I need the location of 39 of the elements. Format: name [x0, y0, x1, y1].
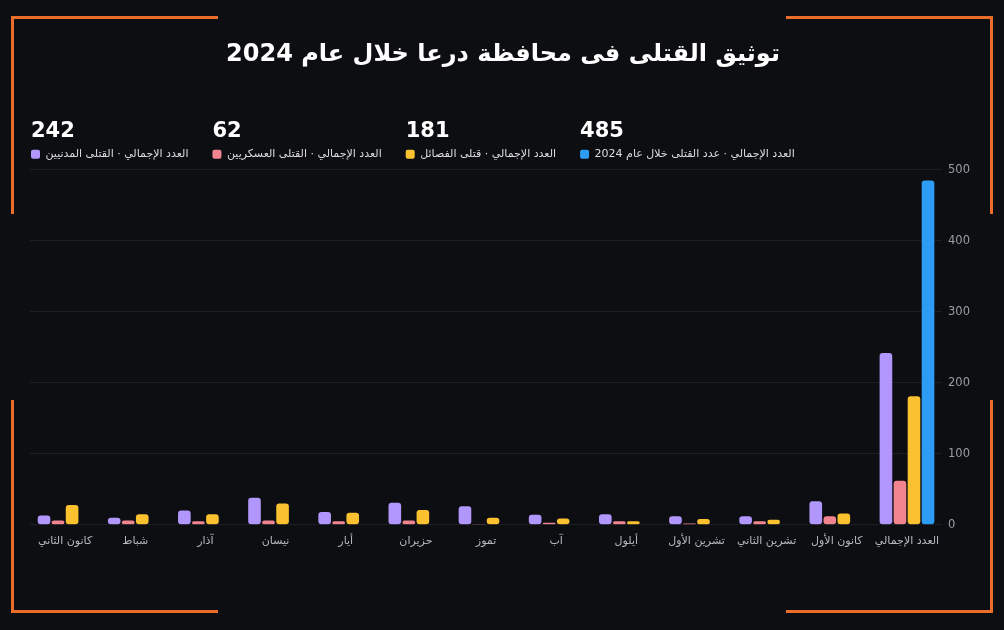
bar — [276, 503, 289, 525]
legend-label: العدد الإجمالي · القتلى المدنيين — [45, 147, 189, 161]
x-tick-label: شباط — [122, 534, 149, 548]
y-tick-label: 500 — [948, 161, 970, 176]
y-tick-label: 100 — [948, 445, 970, 460]
bar — [907, 396, 921, 525]
x-tick-label: كانون الأول — [811, 533, 864, 548]
legend-label: العدد الإجمالي · قتلى الفصائل — [420, 147, 557, 161]
bar — [65, 504, 79, 525]
y-tick-label: 200 — [948, 374, 970, 389]
x-tick-label: تشرين الأول — [668, 533, 725, 548]
x-tick-label: أيار — [337, 533, 354, 548]
y-tick-label: 400 — [948, 232, 970, 247]
bar — [921, 180, 935, 525]
text: 242 — [31, 118, 75, 143]
x-tick-label: تشرين الثاني — [737, 534, 797, 548]
bar — [879, 352, 893, 525]
y-tick-label: 0 — [948, 516, 956, 531]
x-tick-label: حزيران — [399, 534, 433, 548]
legend-label: العدد الإجمالي · القتلى العسكريين — [226, 147, 382, 161]
chart-title: توثيق القتلى فى محافظة درعا خلال عام 2024 — [226, 38, 780, 67]
x-tick-label: العدد الإجمالي — [874, 534, 940, 548]
x-tick-label: أيلول — [614, 533, 639, 548]
bar — [388, 502, 402, 525]
bar — [458, 506, 472, 525]
x-tick-label: آب — [549, 533, 564, 548]
bar — [809, 501, 823, 525]
x-tick-label: نيسان — [261, 534, 290, 548]
bar — [893, 480, 907, 525]
legend-label: العدد الإجمالي · عدد القتلى خلال عام 2024 — [594, 147, 795, 161]
bar — [416, 509, 430, 525]
y-tick-label: 300 — [948, 303, 970, 318]
text: 181 — [405, 118, 450, 143]
bar — [248, 497, 261, 525]
x-tick-label: تموز — [474, 534, 497, 548]
text: 485 — [580, 118, 624, 143]
x-tick-label: كانون الثاني — [37, 534, 93, 548]
x-tick-label: آذار — [196, 533, 215, 548]
text: 62 — [212, 118, 242, 143]
